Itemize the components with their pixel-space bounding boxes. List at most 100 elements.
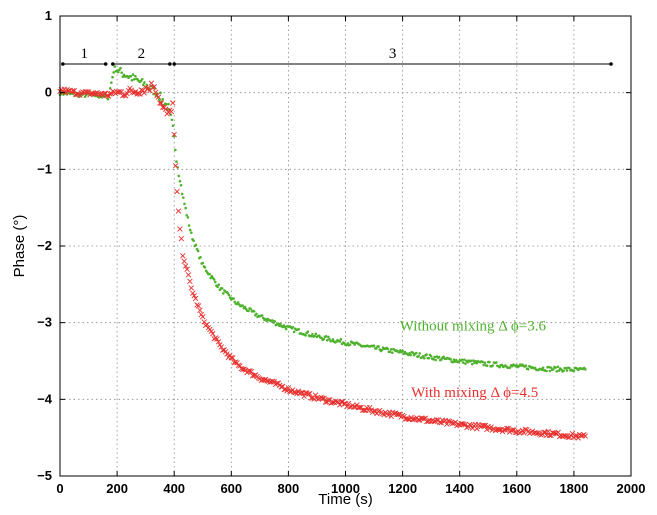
annotations: Without mixing Δ ϕ=3.6 With mixing Δ ϕ=4.… xyxy=(400,318,547,401)
data-point xyxy=(329,399,336,406)
data-point xyxy=(188,285,195,291)
data-point xyxy=(277,324,281,328)
data-point xyxy=(555,369,559,373)
data-point xyxy=(292,330,296,334)
data-point xyxy=(145,85,152,91)
data-point xyxy=(285,385,292,391)
data-point xyxy=(284,327,288,331)
data-point xyxy=(214,336,220,342)
data-point xyxy=(192,239,195,242)
data-point xyxy=(322,337,326,341)
data-point xyxy=(199,255,202,259)
data-point xyxy=(348,343,352,346)
data-point xyxy=(227,293,231,297)
data-point xyxy=(251,372,257,379)
x-tick-label: 200 xyxy=(106,481,128,496)
data-point xyxy=(307,390,313,397)
data-point xyxy=(314,332,318,336)
data-point xyxy=(197,307,203,314)
data-point xyxy=(182,263,189,269)
data-point xyxy=(311,396,317,402)
data-point xyxy=(565,434,571,441)
data-point xyxy=(339,338,343,341)
data-point xyxy=(572,433,579,439)
data-point xyxy=(180,253,186,259)
annotation-without-mixing: Without mixing Δ ϕ=3.6 xyxy=(400,318,547,334)
data-point xyxy=(113,65,117,68)
data-point xyxy=(347,404,353,410)
data-point xyxy=(372,344,376,348)
data-point xyxy=(481,422,487,429)
data-point xyxy=(321,395,327,401)
data-point xyxy=(483,361,487,364)
data-point xyxy=(449,420,456,427)
data-point xyxy=(291,325,295,329)
data-point xyxy=(445,418,451,424)
data-point xyxy=(491,364,495,367)
data-point xyxy=(540,368,544,372)
data-point xyxy=(434,358,438,362)
data-point xyxy=(524,364,528,368)
data-point xyxy=(279,322,282,326)
data-point xyxy=(291,389,297,396)
data-point xyxy=(297,327,300,331)
data-point xyxy=(190,290,196,296)
data-point xyxy=(312,392,319,398)
data-point xyxy=(226,291,230,295)
data-point xyxy=(338,398,344,405)
data-point xyxy=(411,351,415,355)
data-point xyxy=(175,208,182,214)
data-point xyxy=(178,235,185,242)
stage-end-dot xyxy=(168,62,172,66)
data-point xyxy=(172,163,179,169)
data-point xyxy=(104,92,110,99)
data-point xyxy=(129,74,133,78)
data-point xyxy=(401,349,404,353)
data-point xyxy=(236,301,240,304)
data-point xyxy=(331,338,335,341)
data-point xyxy=(186,216,190,219)
data-point xyxy=(541,366,545,370)
data-point xyxy=(462,358,466,361)
data-point xyxy=(260,314,264,317)
data-point xyxy=(195,303,202,309)
data-point xyxy=(432,357,435,361)
series-layer xyxy=(57,65,589,441)
stage-end-dot xyxy=(103,62,108,66)
data-point xyxy=(131,73,135,76)
data-point xyxy=(496,427,503,433)
data-point xyxy=(203,266,207,269)
data-point xyxy=(545,428,551,435)
data-point xyxy=(185,272,192,278)
data-point xyxy=(411,416,417,423)
data-point xyxy=(501,427,507,433)
y-tick-label: −4 xyxy=(37,391,53,406)
data-point xyxy=(208,272,211,276)
data-point xyxy=(212,278,216,281)
data-point xyxy=(283,325,287,329)
data-point xyxy=(74,91,80,97)
data-point xyxy=(320,336,323,340)
data-point xyxy=(442,355,446,359)
data-point xyxy=(415,351,418,355)
data-point xyxy=(542,429,549,436)
x-tick-label: 600 xyxy=(220,481,242,496)
data-point xyxy=(116,70,120,74)
data-point xyxy=(500,363,504,367)
data-point xyxy=(437,355,441,359)
data-point xyxy=(232,297,235,300)
data-point xyxy=(375,347,378,350)
data-point xyxy=(178,179,182,183)
data-point xyxy=(157,100,163,106)
data-point xyxy=(469,359,473,363)
data-point xyxy=(554,366,557,369)
data-point xyxy=(137,91,143,97)
data-point xyxy=(117,88,123,95)
data-point xyxy=(177,174,181,178)
x-tick-label: 1000 xyxy=(331,481,360,496)
data-point xyxy=(110,81,113,84)
data-point xyxy=(177,226,183,232)
data-point xyxy=(485,364,489,367)
data-point xyxy=(143,81,146,84)
data-point xyxy=(306,330,310,334)
